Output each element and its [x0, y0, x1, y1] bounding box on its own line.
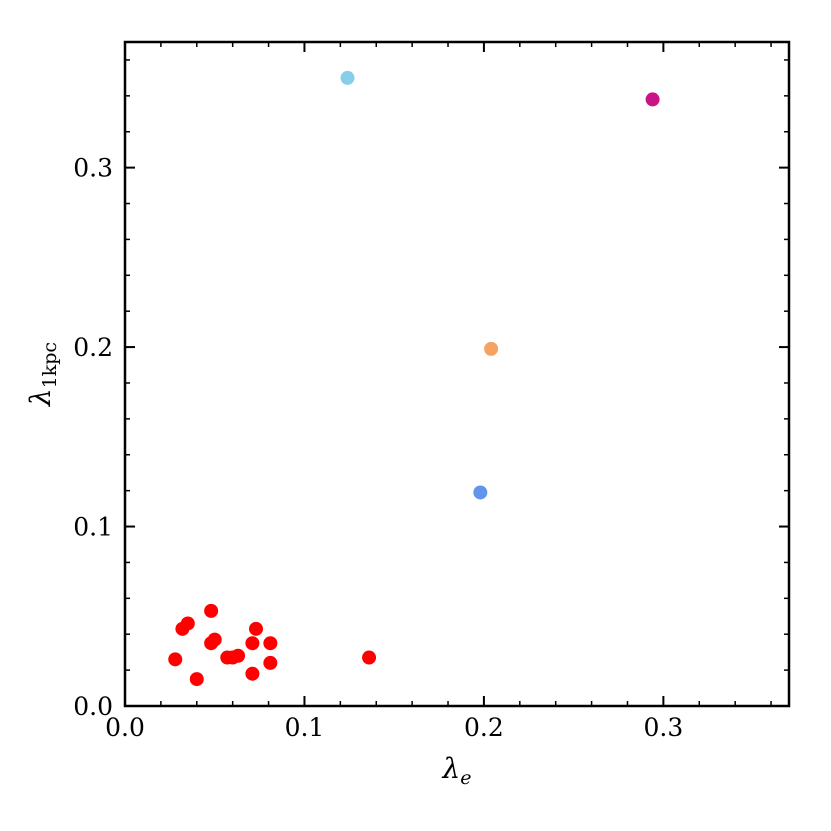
- data-point: [189, 672, 204, 687]
- data-points: [168, 70, 660, 687]
- x-tick-label: 0.1: [285, 713, 325, 742]
- y-tick-label: 0.1: [73, 513, 113, 542]
- data-point: [231, 648, 246, 663]
- data-point: [245, 666, 260, 681]
- data-point: [180, 616, 195, 631]
- major-ticks: [124, 42, 789, 707]
- data-point: [249, 621, 264, 636]
- y-tick-label: 0.3: [73, 154, 113, 183]
- data-point: [473, 485, 488, 500]
- x-tick-label: 0.0: [105, 713, 145, 742]
- x-tick-label: 0.3: [643, 713, 683, 742]
- x-tick-labels: 0.0 0.1 0.2 0.3: [105, 713, 683, 742]
- data-point: [362, 650, 377, 665]
- data-point: [645, 92, 660, 107]
- y-axis-label-subscript: 1kpc: [39, 342, 61, 388]
- x-axis-label: λe: [442, 752, 472, 789]
- data-point: [204, 603, 219, 618]
- data-point: [263, 655, 278, 670]
- data-point: [484, 341, 499, 356]
- y-axis-label: λ1kpc: [24, 342, 61, 407]
- x-tick-label: 0.2: [464, 713, 504, 742]
- x-axis-label-base: λ: [442, 752, 461, 785]
- y-tick-label: 0.0: [73, 692, 113, 721]
- y-tick-labels: 0.0 0.1 0.2 0.3: [73, 154, 113, 721]
- data-point: [263, 636, 278, 651]
- data-point: [245, 636, 260, 651]
- data-point: [207, 632, 222, 647]
- minor-ticks: [125, 42, 789, 706]
- y-axis-label-base: λ: [24, 388, 57, 407]
- x-axis-label-subscript: e: [460, 767, 471, 789]
- data-point: [168, 652, 183, 667]
- data-point: [340, 70, 355, 85]
- y-tick-label: 0.2: [73, 333, 113, 362]
- plot-frame: [123, 40, 791, 708]
